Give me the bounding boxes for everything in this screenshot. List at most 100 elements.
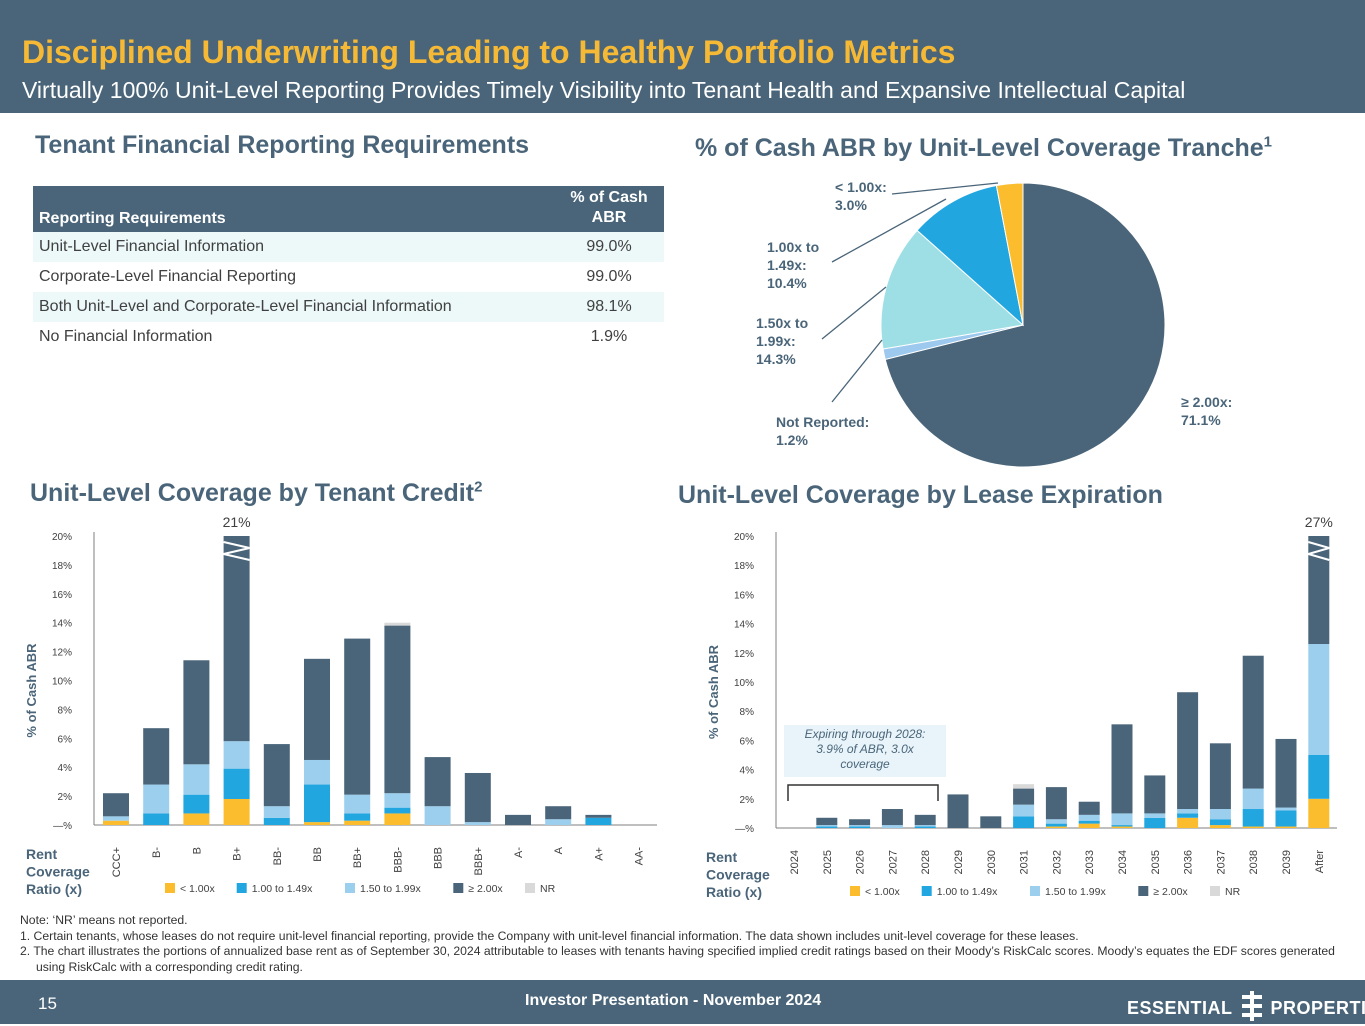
x-tick-label: A+ xyxy=(593,847,605,861)
bar-segment xyxy=(263,806,290,818)
y-tick-label: 16% xyxy=(734,590,754,601)
x-tick-label: AA- xyxy=(634,847,646,866)
lease-bar-chart: —% 2% 4% 6% 8% 10% 12% 14% 16% 18% 20% % of Cash AB… xyxy=(706,514,1337,900)
pie-label-line: 1.99x: xyxy=(756,333,796,349)
y-tick-label: —% xyxy=(53,821,72,832)
bar-segment xyxy=(344,820,371,825)
page-subtitle: Virtually 100% Unit-Level Reporting Prov… xyxy=(22,77,1186,103)
pie-label-line: 1.50x to xyxy=(756,315,808,331)
bar-segment xyxy=(1177,813,1199,818)
header-banner: Disciplined Underwriting Leading to Heal… xyxy=(0,0,1365,113)
bar-segment xyxy=(914,825,936,827)
pie-slice-label: 1.00x to 1.49x: 10.4% xyxy=(767,239,819,291)
x-tick-label: 2024 xyxy=(789,850,801,874)
bar-segment xyxy=(344,638,371,795)
bar-segment xyxy=(464,772,491,823)
bar-segment xyxy=(914,814,936,826)
pie-leader-line xyxy=(891,182,999,195)
bar-segment xyxy=(344,813,371,821)
annotation-text: Expiring through 2028: 3.9% of ABR, 3.0x c… xyxy=(805,727,926,771)
bar-segment xyxy=(143,728,170,785)
x-tick-label: BBB- xyxy=(392,847,404,873)
pie-slice-label: ≥ 2.00x: 71.1% xyxy=(1181,394,1232,428)
legend-swatch xyxy=(1210,886,1220,896)
legend-label: 1.00 to 1.49x xyxy=(252,883,313,895)
y-tick-label: 4% xyxy=(58,763,73,774)
bar-segment xyxy=(1242,809,1264,827)
bar-segment xyxy=(384,622,411,626)
pie-slice-label: < 1.00x: 3.0% xyxy=(835,179,887,213)
bar-segment xyxy=(384,625,411,794)
col-header-requirements: Reporting Requirements xyxy=(33,186,554,232)
row-label: No Financial Information xyxy=(39,328,213,345)
x-tick-label: BB- xyxy=(272,847,284,866)
x-tick-label: BBB+ xyxy=(473,847,485,875)
pie-leader-line xyxy=(821,286,887,340)
bar-segment xyxy=(1144,775,1166,814)
bar-segment xyxy=(1013,784,1035,789)
reporting-table: Reporting Requirements % of Cash ABR Unit… xyxy=(33,186,664,352)
credit-title-footnote: 2 xyxy=(474,478,483,496)
coverage-pie-chart: ≥ 2.00x: 71.1%Not Reported: 1.2%1.50x to 1.… xyxy=(756,179,1232,468)
y-tick-label: 16% xyxy=(52,590,72,601)
annotation-box xyxy=(784,725,946,777)
bar-segment xyxy=(849,826,871,828)
y-tick-label: 20% xyxy=(734,532,754,543)
pie-label-line: 1.00x to xyxy=(767,239,819,255)
legend-label: ≥ 2.00x xyxy=(1153,886,1188,898)
bar-segment xyxy=(344,794,371,814)
bar-segment xyxy=(304,658,330,760)
pie-title-footnote: 1 xyxy=(1263,133,1272,151)
annotation-line: 3.9% of ABR, 3.0x xyxy=(816,742,915,756)
note-1: 1. Certain tenants, whose leases do not … xyxy=(20,928,1079,943)
bar-segment xyxy=(1078,814,1100,821)
legend-swatch xyxy=(345,883,355,893)
pie-label-line: 10.4% xyxy=(767,275,807,291)
annotation-line: coverage xyxy=(840,757,890,771)
axis-break-icon xyxy=(1304,541,1333,561)
y-tick-label: 2% xyxy=(740,795,755,806)
bar-segment xyxy=(223,798,250,825)
x-tick-label: 2037 xyxy=(1215,850,1227,874)
legend-label: ≥ 2.00x xyxy=(468,883,503,895)
bar-segment xyxy=(263,744,290,807)
pie-slice xyxy=(995,182,1024,326)
pie-label-line: 1.2% xyxy=(776,432,808,448)
y-axis-title: % of Cash ABR xyxy=(706,644,721,739)
bar-segment xyxy=(384,807,411,814)
bar-segment xyxy=(1209,743,1231,810)
legend-label: < 1.00x xyxy=(865,886,900,898)
page-title: Disciplined Underwriting Leading to Heal… xyxy=(22,34,956,70)
bar-segment xyxy=(881,809,903,826)
footnotes: Note: ‘NR’ means not reported. 1. Certai… xyxy=(20,913,1350,975)
annotation-bracket xyxy=(787,784,939,801)
reporting-table-header: Reporting Requirements % of Cash ABR xyxy=(33,186,664,232)
bar-segment xyxy=(1111,826,1133,828)
x-tick-label: BBB xyxy=(433,847,445,869)
bar-segment xyxy=(1013,816,1035,828)
bar-segment xyxy=(1078,823,1100,828)
bar-segment xyxy=(103,820,129,825)
bar-segment xyxy=(1308,755,1330,799)
x-tick-label: 2036 xyxy=(1183,850,1195,874)
pie-title: % of Cash ABR by Unit-Level Coverage Tra… xyxy=(695,134,1272,163)
legend-swatch xyxy=(1138,886,1149,896)
row-value: 98.1% xyxy=(554,292,664,322)
bar-segment xyxy=(143,784,170,814)
bar-segment xyxy=(545,806,572,820)
x-axis-title-line: Ratio (x) xyxy=(26,881,82,897)
row-label: Unit-Level Financial Information xyxy=(33,232,554,262)
x-tick-label: 2028 xyxy=(920,850,932,874)
bar-segment xyxy=(1177,817,1199,828)
pie-label-line: < 1.00x: xyxy=(835,179,887,195)
bar-segment xyxy=(1111,813,1133,826)
bar-segment xyxy=(1078,801,1100,815)
x-axis-title-line: Rent xyxy=(26,846,57,862)
bar-segment xyxy=(1144,817,1166,828)
bar-segment xyxy=(183,813,210,825)
bar-segment xyxy=(103,816,129,821)
col-header-pct-line2: ABR xyxy=(591,209,627,226)
y-tick-label: 18% xyxy=(734,561,754,572)
bar-segment xyxy=(1308,644,1330,755)
legend-swatch xyxy=(1030,886,1040,896)
